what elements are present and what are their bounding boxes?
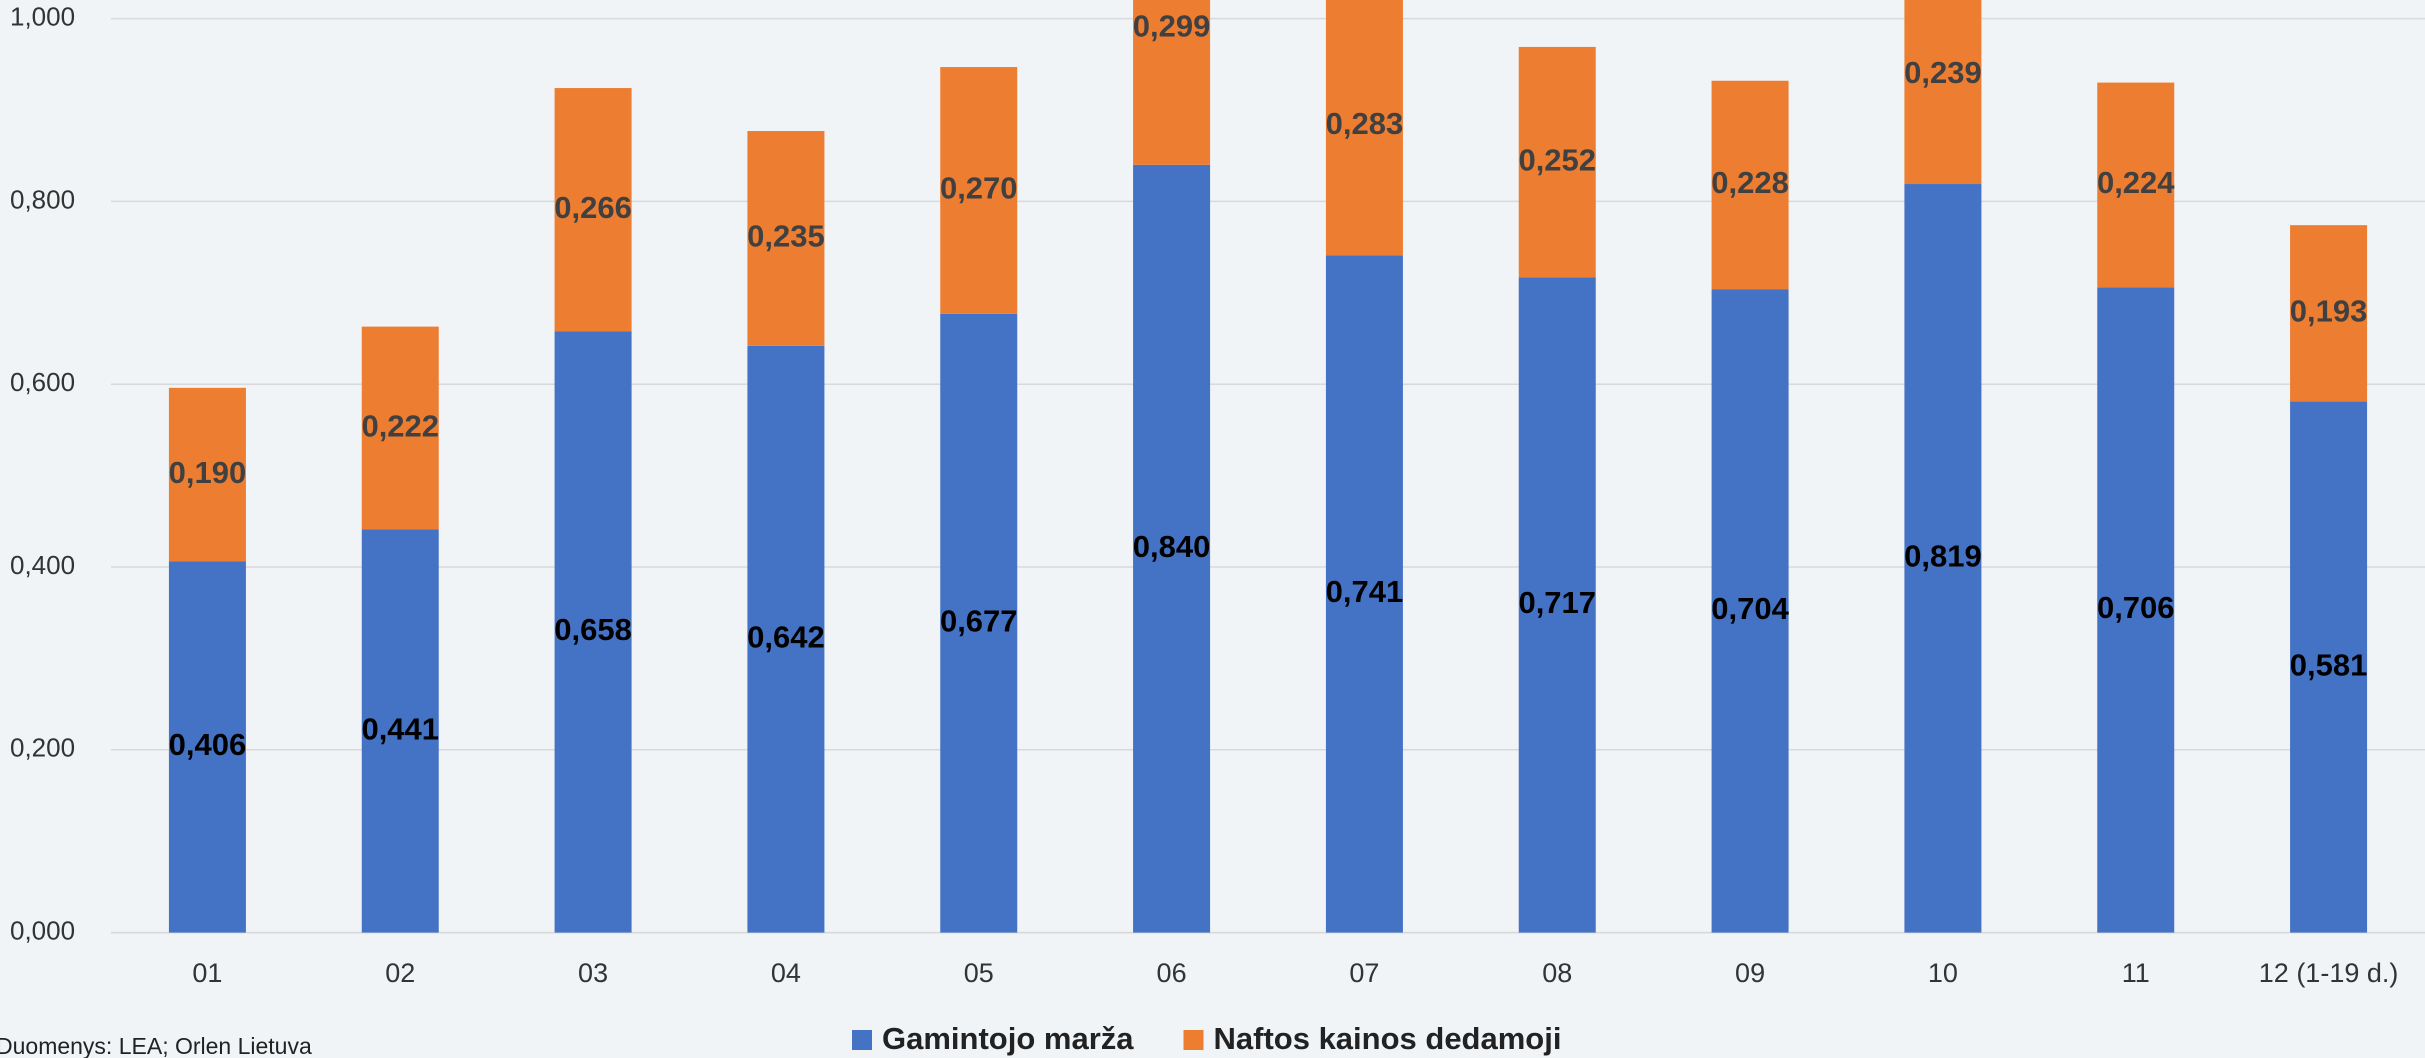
data-label: 0,741 xyxy=(1326,574,1404,609)
data-label: 0,406 xyxy=(169,727,247,762)
source-note: Duomenys: LEA; Orlen Lietuva xyxy=(0,1033,312,1058)
bar-segment xyxy=(1904,0,1982,185)
bar-segment xyxy=(1325,255,1403,933)
x-tick-label: 10 xyxy=(1928,958,1958,988)
data-label: 0,706 xyxy=(2097,590,2175,625)
legend-swatch xyxy=(852,1030,872,1050)
x-tick-label: 03 xyxy=(578,958,608,988)
data-label: 0,193 xyxy=(2290,294,2368,329)
x-tick-label: 05 xyxy=(964,958,994,988)
x-tick-label: 01 xyxy=(192,958,222,988)
y-tick-label: 0,400 xyxy=(10,550,75,580)
bar-segment xyxy=(940,67,1018,314)
bar-segment xyxy=(940,313,1018,933)
data-label: 0,704 xyxy=(1711,591,1789,626)
bar-segment xyxy=(2097,82,2175,288)
data-label: 0,840 xyxy=(1133,529,1211,564)
bar-segment xyxy=(1904,184,1982,933)
data-label: 0,299 xyxy=(1133,8,1211,43)
bar-segment xyxy=(361,529,439,933)
bar-segment xyxy=(2290,225,2368,402)
y-tick-label: 0,200 xyxy=(10,733,75,763)
x-tick-label: 04 xyxy=(771,958,801,988)
legend-swatch xyxy=(1183,1030,1204,1050)
data-label: 0,819 xyxy=(1904,539,1982,574)
bar-segment xyxy=(1711,289,1789,933)
legend-label: Gamintojo marža xyxy=(882,1021,1134,1056)
bar-segment xyxy=(1518,46,1596,278)
bar-segment xyxy=(1711,80,1789,290)
bar-segment xyxy=(554,331,632,933)
x-tick-label: 07 xyxy=(1349,958,1379,988)
legend-label: Naftos kainos dedamoji xyxy=(1214,1021,1562,1056)
bar-segment xyxy=(747,345,825,933)
data-label: 0,270 xyxy=(940,171,1018,206)
data-label: 0,222 xyxy=(361,408,439,443)
x-tick-label: 09 xyxy=(1735,958,1765,988)
data-label: 0,266 xyxy=(554,190,632,225)
bar-segment xyxy=(2290,401,2368,933)
bar-segment xyxy=(2097,287,2175,933)
x-tick-label: 11 xyxy=(2122,958,2150,988)
bar-segment xyxy=(1133,164,1211,933)
data-label: 0,252 xyxy=(1518,142,1596,177)
y-tick-label: 0,600 xyxy=(10,367,75,397)
bar-segment xyxy=(361,326,439,530)
bar-segment xyxy=(1133,0,1211,165)
y-tick-label: 1,000 xyxy=(10,1,75,31)
data-label: 0,441 xyxy=(361,711,439,746)
bar-segment xyxy=(168,387,246,562)
x-tick-label: 06 xyxy=(1157,958,1187,988)
bar-segment xyxy=(1325,0,1403,256)
data-label: 0,190 xyxy=(169,455,247,490)
data-label: 0,717 xyxy=(1518,585,1596,620)
bar-segment xyxy=(1518,277,1596,933)
x-tick-label: 02 xyxy=(385,958,415,988)
bar-segment xyxy=(554,88,632,332)
data-label: 0,658 xyxy=(554,612,632,647)
x-tick-label: 08 xyxy=(1542,958,1572,988)
data-label: 0,239 xyxy=(1904,55,1982,90)
data-label: 0,581 xyxy=(2290,647,2368,682)
x-tick-label: 12 (1-19 d.) xyxy=(2259,958,2399,988)
data-label: 0,224 xyxy=(2097,165,2175,200)
data-label: 0,642 xyxy=(747,619,825,654)
data-label: 0,235 xyxy=(747,219,825,254)
data-label: 0,283 xyxy=(1326,106,1404,141)
data-label: 0,228 xyxy=(1711,165,1789,200)
bar-segment xyxy=(168,561,246,933)
data-label: 0,677 xyxy=(940,603,1018,638)
bar-segment xyxy=(747,131,825,346)
y-tick-label: 0,000 xyxy=(10,915,75,945)
y-tick-label: 0,800 xyxy=(10,184,75,214)
